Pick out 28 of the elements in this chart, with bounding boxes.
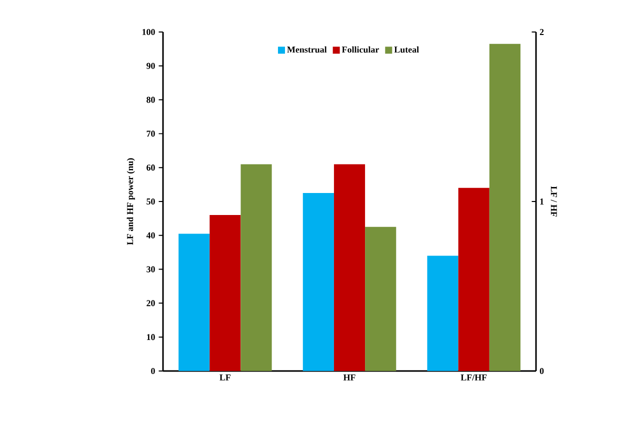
y-tick-label: 30 [146, 266, 155, 272]
y-axis-title: LF and HF power (nu) [126, 158, 135, 245]
y-tick-label: 50 [146, 198, 155, 205]
bar [365, 226, 396, 371]
y2-axis-title: LF / HF [550, 186, 557, 216]
y-tick-label: 60 [146, 164, 155, 171]
bar [334, 164, 366, 371]
legend-label: Follicular [342, 46, 379, 53]
y-tick-label: 20 [146, 300, 155, 306]
x-tick-label: LF/HF [460, 374, 487, 381]
y-tick-label: 0 [151, 368, 155, 374]
y-tick-label: 100 [142, 28, 155, 36]
bar [178, 234, 210, 371]
x-tick-label: LF [220, 374, 230, 380]
y-tick-label: 90 [146, 62, 155, 69]
legend-label: Menstrual [287, 46, 327, 53]
y-tick-label: 10 [146, 334, 155, 340]
bar [210, 215, 241, 371]
y-tick-label: 80 [146, 96, 155, 103]
y-tick-label: 70 [146, 130, 155, 137]
legend-label: Luteal [394, 46, 419, 53]
y2-tick-label: 1 [540, 198, 544, 204]
bar [240, 164, 272, 371]
bar [302, 193, 334, 371]
y2-tick-label: 2 [540, 29, 544, 35]
y-tick-label: 40 [146, 232, 155, 238]
x-tick-label: HF [343, 374, 356, 380]
y2-tick-label: 0 [540, 368, 544, 374]
